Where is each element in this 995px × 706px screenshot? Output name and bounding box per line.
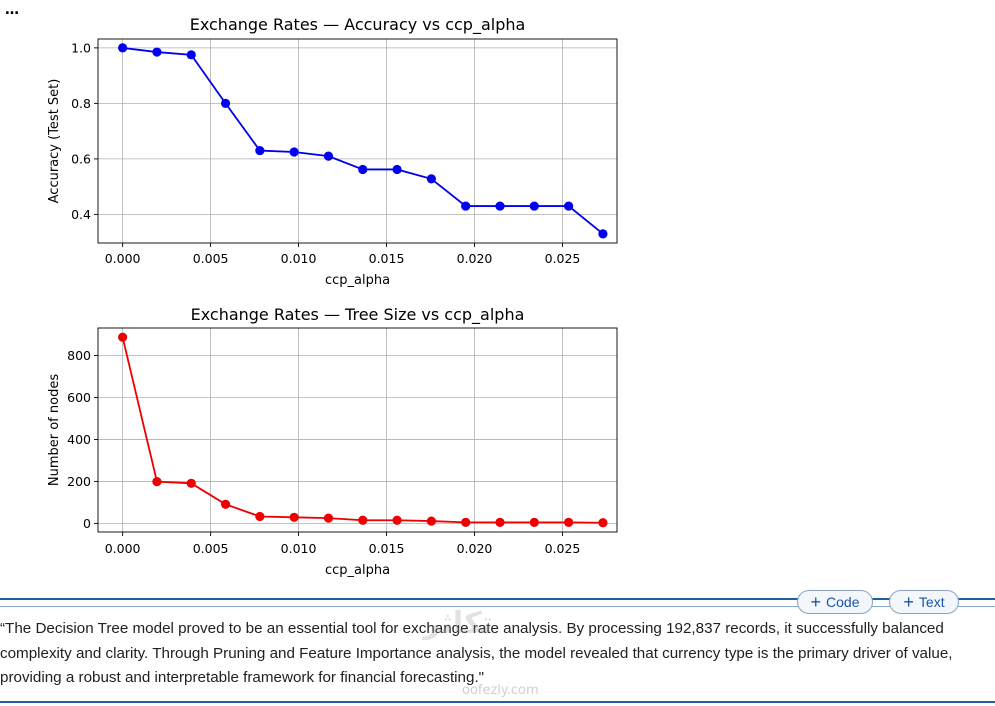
y-tick-label: 0.6	[71, 151, 91, 166]
data-point	[323, 513, 334, 523]
add-text-cell-button[interactable]: + Text	[889, 590, 959, 614]
chart-title: Exchange Rates — Accuracy vs ccp_alpha	[190, 15, 526, 35]
x-tick-label: 0.000	[105, 541, 141, 556]
data-point	[358, 164, 368, 175]
plot-frame	[97, 38, 618, 244]
chart-title: Exchange Rates — Tree Size vs ccp_alpha	[191, 305, 525, 325]
y-tick-label: 200	[67, 474, 91, 489]
y-tick-label: 400	[67, 432, 91, 447]
data-point	[186, 478, 196, 488]
y-tick-label: 0.4	[71, 207, 91, 222]
accuracy-chart: 0.000 0.005 0.010 0.015 0.020 0.025 0.4 0.6 0.8 1…	[47, 15, 618, 288]
x-tick-label: 0.010	[281, 541, 317, 556]
x-tick-label: 0.005	[193, 251, 229, 266]
data-point	[529, 201, 539, 211]
x-tick-label: 0.025	[545, 541, 581, 556]
cell-divider-top-inner	[0, 606, 995, 607]
data-point	[392, 515, 402, 525]
x-tick-label: 0.015	[369, 251, 405, 266]
y-tick-label: 800	[67, 348, 91, 363]
x-tick-label: 0.015	[369, 541, 405, 556]
data-point	[426, 174, 436, 184]
series-line	[121, 337, 603, 524]
plot-frame	[97, 327, 618, 533]
cell-divider-bottom	[0, 701, 995, 703]
add-code-label: Code	[826, 594, 860, 610]
data-point	[323, 151, 334, 161]
y-tick-label: 1.0	[71, 40, 91, 55]
x-tick-label: 0.010	[281, 251, 317, 266]
data-point	[461, 201, 471, 211]
data-point	[152, 477, 162, 487]
x-tick-label: 0.020	[457, 251, 493, 266]
data-point	[152, 47, 162, 57]
x-tick-label: 0.020	[457, 541, 493, 556]
data-point	[289, 147, 299, 157]
markdown-cell-text[interactable]: “The Decision Tree model proved to be an…	[0, 620, 953, 686]
data-point	[529, 517, 539, 527]
cell-output-menu-icon[interactable]: …	[5, 2, 19, 18]
y-tick-label: 600	[67, 390, 91, 405]
data-point	[358, 515, 368, 525]
data-point	[461, 517, 471, 527]
data-point	[564, 201, 574, 211]
y-tick-label: 0.8	[71, 96, 91, 111]
x-tick-label: 0.005	[193, 541, 229, 556]
data-point	[495, 201, 505, 211]
x-axis-label: ccp_alpha	[325, 563, 390, 578]
data-point	[289, 512, 299, 522]
data-point	[598, 229, 608, 239]
data-point	[255, 145, 265, 156]
y-axis-label: Number of nodes	[47, 374, 62, 486]
data-point	[598, 518, 608, 528]
data-point	[392, 164, 402, 175]
data-point	[564, 517, 574, 527]
data-point	[186, 50, 196, 60]
add-text-label: Text	[918, 594, 945, 610]
data-point	[220, 499, 231, 509]
x-tick-label: 0.000	[105, 251, 141, 266]
data-point	[118, 332, 128, 342]
data-point	[220, 98, 231, 108]
x-axis-label: ccp_alpha	[325, 273, 390, 288]
y-tick-label: 0	[83, 516, 91, 531]
plus-icon: +	[810, 592, 822, 612]
data-point	[426, 516, 436, 526]
plus-icon: +	[903, 592, 914, 612]
x-tick-label: 0.025	[545, 251, 581, 266]
cell-divider-top	[0, 598, 995, 600]
data-point	[495, 517, 505, 527]
tree-size-chart: 0.000 0.005 0.010 0.015 0.020 0.025 0 200 400 600…	[47, 305, 618, 578]
data-point	[255, 511, 265, 522]
add-code-cell-button[interactable]: + Code	[797, 590, 873, 614]
data-point	[118, 43, 128, 53]
y-axis-label: Accuracy (Test Set)	[47, 79, 62, 204]
